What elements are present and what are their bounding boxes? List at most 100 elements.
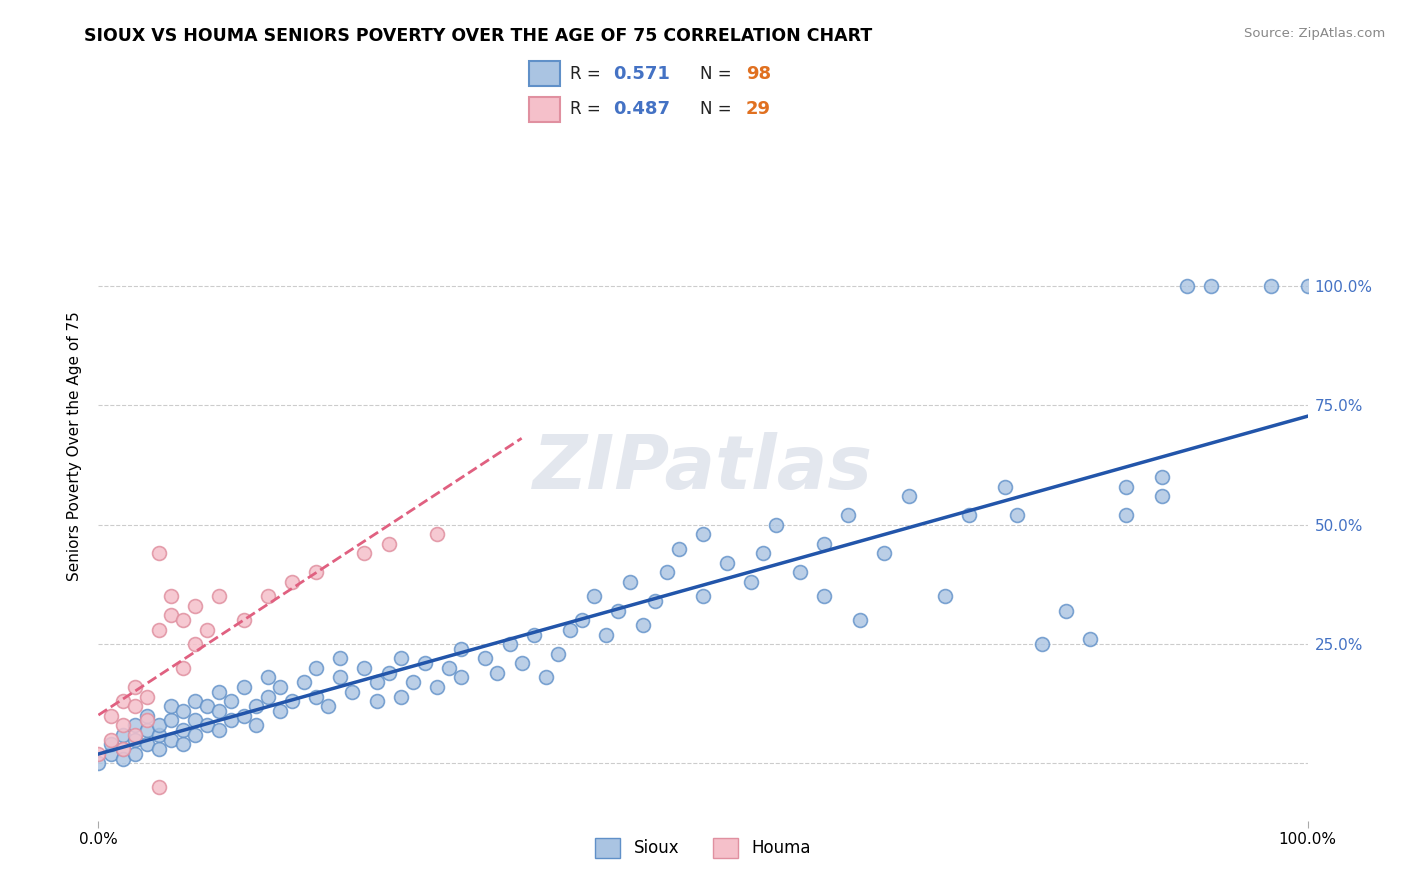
Point xyxy=(413,656,436,670)
Point xyxy=(111,742,134,756)
Point xyxy=(1152,489,1174,503)
Point xyxy=(595,627,617,641)
Point xyxy=(111,751,134,765)
Point xyxy=(1175,279,1198,293)
Point xyxy=(111,694,134,708)
Point xyxy=(692,527,714,541)
Point xyxy=(256,590,278,604)
Point xyxy=(426,680,449,694)
Point xyxy=(124,732,146,747)
Point xyxy=(111,718,134,732)
Text: N =: N = xyxy=(700,65,731,83)
Point xyxy=(87,756,110,771)
Point xyxy=(221,694,243,708)
Point xyxy=(450,641,472,656)
Point xyxy=(135,708,157,723)
Point xyxy=(957,508,980,523)
Point xyxy=(124,747,146,761)
Point xyxy=(245,699,267,714)
Point xyxy=(269,680,291,694)
Point xyxy=(100,708,122,723)
Point xyxy=(208,590,231,604)
Point xyxy=(100,747,122,761)
Point xyxy=(655,566,678,580)
Text: 0.487: 0.487 xyxy=(613,100,671,118)
Point xyxy=(305,566,328,580)
Point xyxy=(100,732,122,747)
Point xyxy=(1007,508,1029,523)
Point xyxy=(765,517,787,532)
Point xyxy=(1115,479,1137,493)
Point xyxy=(124,699,146,714)
FancyBboxPatch shape xyxy=(530,96,561,122)
Point xyxy=(366,675,388,690)
Point xyxy=(1031,637,1053,651)
Point xyxy=(437,661,460,675)
Point xyxy=(342,685,364,699)
Y-axis label: Seniors Poverty Over the Age of 75: Seniors Poverty Over the Age of 75 xyxy=(67,311,83,581)
Point xyxy=(172,613,194,627)
Point xyxy=(716,556,738,570)
Point xyxy=(184,599,207,613)
Point xyxy=(1078,632,1101,647)
Point xyxy=(111,728,134,742)
Point xyxy=(111,742,134,756)
Point xyxy=(486,665,509,680)
Point xyxy=(329,670,352,684)
Text: ZIPatlas: ZIPatlas xyxy=(533,432,873,505)
Point xyxy=(740,574,762,589)
Point xyxy=(208,704,231,718)
Point xyxy=(366,694,388,708)
Point xyxy=(607,604,630,618)
Point xyxy=(837,508,859,523)
Point xyxy=(813,537,835,551)
Point xyxy=(195,623,218,637)
Point xyxy=(329,651,352,665)
Point xyxy=(232,613,254,627)
Point xyxy=(221,714,243,728)
Text: R =: R = xyxy=(569,100,600,118)
Point xyxy=(172,661,194,675)
Point xyxy=(245,718,267,732)
Point xyxy=(256,670,278,684)
Point xyxy=(631,618,654,632)
Point xyxy=(160,732,183,747)
Point xyxy=(752,546,775,560)
Point xyxy=(160,699,183,714)
Point xyxy=(1199,279,1222,293)
Point xyxy=(195,699,218,714)
Point xyxy=(148,546,170,560)
Point xyxy=(184,694,207,708)
Point xyxy=(135,737,157,751)
Point xyxy=(450,670,472,684)
Point xyxy=(558,623,581,637)
Point xyxy=(184,728,207,742)
Point xyxy=(148,728,170,742)
Point xyxy=(389,651,412,665)
Point xyxy=(534,670,557,684)
Text: R =: R = xyxy=(569,65,600,83)
Point xyxy=(208,685,231,699)
Point xyxy=(897,489,920,503)
Point xyxy=(148,718,170,732)
Point xyxy=(232,708,254,723)
Point xyxy=(195,718,218,732)
Point xyxy=(426,527,449,541)
Point xyxy=(160,590,183,604)
Point xyxy=(692,590,714,604)
Point xyxy=(1054,604,1077,618)
Point xyxy=(172,737,194,751)
Point xyxy=(232,680,254,694)
Point xyxy=(184,714,207,728)
Point xyxy=(668,541,690,556)
Text: N =: N = xyxy=(700,100,731,118)
Point xyxy=(256,690,278,704)
Point xyxy=(389,690,412,704)
Point xyxy=(377,537,399,551)
Point xyxy=(172,723,194,737)
Legend: Sioux, Houma: Sioux, Houma xyxy=(589,831,817,864)
Point xyxy=(148,780,170,795)
Point xyxy=(583,590,606,604)
Point xyxy=(789,566,811,580)
Text: SIOUX VS HOUMA SENIORS POVERTY OVER THE AGE OF 75 CORRELATION CHART: SIOUX VS HOUMA SENIORS POVERTY OVER THE … xyxy=(84,27,873,45)
